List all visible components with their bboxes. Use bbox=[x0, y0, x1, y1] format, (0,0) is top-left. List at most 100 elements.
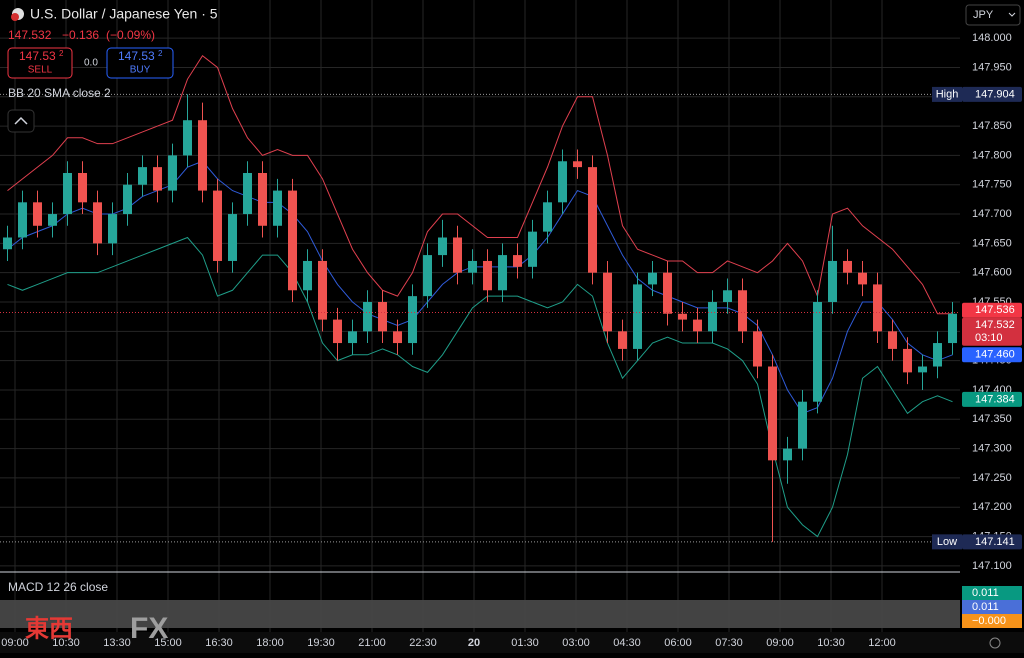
plot bbox=[0, 54, 960, 543]
y-tick-label: 147.600 bbox=[972, 267, 1012, 279]
y-tick-label: 147.800 bbox=[972, 149, 1012, 161]
change: −0.136 bbox=[62, 28, 99, 42]
candle-body bbox=[843, 260, 852, 273]
candle-body bbox=[798, 401, 807, 449]
buy-pip: 2 bbox=[158, 49, 163, 58]
price-badge-label: 147.460 bbox=[975, 349, 1015, 361]
candle-body bbox=[828, 260, 837, 303]
currency-button[interactable] bbox=[965, 4, 1021, 26]
candle-body bbox=[153, 167, 162, 191]
price-badge-label: 147.904 bbox=[975, 88, 1015, 100]
sell-pip: 2 bbox=[59, 49, 64, 58]
candle-body bbox=[423, 255, 432, 297]
overlay-band bbox=[0, 600, 960, 628]
x-tick-label: 20 bbox=[468, 637, 480, 649]
candle-body bbox=[858, 272, 867, 285]
candle-body bbox=[948, 313, 957, 344]
candle-body bbox=[663, 272, 672, 314]
candle-body bbox=[513, 255, 522, 267]
candle-body bbox=[438, 237, 447, 256]
x-tick-label: 18:00 bbox=[256, 637, 284, 649]
candle-body bbox=[303, 260, 312, 291]
countdown: 03:10 bbox=[975, 332, 1003, 344]
buy-label: BUY bbox=[130, 65, 151, 76]
price-name: Low bbox=[937, 536, 957, 548]
macd-badge bbox=[962, 586, 1022, 600]
candle-body bbox=[333, 319, 342, 344]
candle-body bbox=[33, 202, 42, 226]
chevron-icon bbox=[14, 116, 28, 125]
candle-body bbox=[588, 167, 597, 273]
candle-body bbox=[723, 290, 732, 303]
candle-body bbox=[678, 313, 687, 320]
candle-body bbox=[273, 190, 282, 226]
watermark-right: FX bbox=[130, 612, 168, 645]
x-tick-label: 21:00 bbox=[358, 637, 386, 649]
price-badge bbox=[962, 317, 1022, 346]
sell-button[interactable] bbox=[7, 47, 73, 79]
candle-body bbox=[903, 348, 912, 373]
x-tick-label: 01:30 bbox=[511, 637, 539, 649]
candle-body bbox=[198, 120, 207, 191]
candle-body bbox=[753, 331, 762, 367]
x-tick-label: 10:30 bbox=[817, 637, 845, 649]
candle-body bbox=[918, 366, 927, 373]
watermark-left: 東西 bbox=[25, 615, 73, 642]
macd-title: MACD 12 26 close bbox=[8, 580, 108, 594]
candle-body bbox=[633, 284, 642, 349]
x-tick-label: 22:30 bbox=[409, 637, 437, 649]
x-tick-label: 03:00 bbox=[562, 637, 590, 649]
price-badge bbox=[962, 391, 1022, 407]
price-badge-label: 147.532 bbox=[975, 319, 1015, 331]
candle-body bbox=[573, 161, 582, 168]
macd-badge bbox=[962, 600, 1022, 614]
change-pct: (−0.09%) bbox=[106, 28, 155, 42]
collapse-button[interactable] bbox=[7, 109, 35, 133]
candle-body bbox=[558, 161, 567, 203]
candle-body bbox=[138, 167, 147, 185]
candle-body bbox=[618, 331, 627, 349]
time-axis bbox=[0, 632, 1024, 653]
candle-body bbox=[528, 231, 537, 267]
candle-body bbox=[738, 290, 747, 332]
flag-icon bbox=[11, 13, 19, 21]
x-tick-label: 13:30 bbox=[103, 637, 131, 649]
price-badge bbox=[962, 302, 1022, 318]
candle-body bbox=[393, 331, 402, 344]
x-tick-label: 09:00 bbox=[1, 637, 29, 649]
candle-body bbox=[888, 331, 897, 349]
candle-body bbox=[168, 155, 177, 191]
price-badge bbox=[962, 86, 1022, 102]
y-tick-label: 147.100 bbox=[972, 560, 1012, 572]
y-tick-label: 147.350 bbox=[972, 413, 1012, 425]
price-badge bbox=[962, 534, 1022, 550]
settings-icon[interactable] bbox=[989, 637, 1001, 649]
candle-body bbox=[18, 202, 27, 238]
candle-body bbox=[48, 214, 57, 226]
candle-body bbox=[348, 331, 357, 344]
candle-body bbox=[498, 255, 507, 291]
symbol-title: U.S. Dollar / Japanese Yen · 5 bbox=[30, 6, 218, 22]
last-price: 147.532 bbox=[8, 28, 52, 42]
x-tick-label: 19:30 bbox=[307, 637, 335, 649]
candle-body bbox=[183, 120, 192, 156]
price-name: High bbox=[936, 88, 959, 100]
price-name-badge bbox=[932, 86, 962, 102]
buy-button[interactable] bbox=[106, 47, 174, 79]
price-badge-label: 147.384 bbox=[975, 393, 1015, 405]
candle-body bbox=[93, 202, 102, 244]
candle-body bbox=[213, 190, 222, 261]
price-badge-label: 147.141 bbox=[975, 536, 1015, 548]
y-tick-label: 147.750 bbox=[972, 179, 1012, 191]
candle-body bbox=[243, 172, 252, 215]
candle-body bbox=[468, 260, 477, 273]
x-tick-label: 06:00 bbox=[664, 637, 692, 649]
y-tick-label: 147.300 bbox=[972, 443, 1012, 455]
macd-value: 0.011 bbox=[972, 601, 999, 613]
sell-label: SELL bbox=[28, 65, 53, 76]
y-tick-label: 147.850 bbox=[972, 120, 1012, 132]
band-line bbox=[7, 236, 953, 538]
price-name-badge bbox=[932, 534, 962, 550]
indicator-label: BB 20 SMA close 2 bbox=[8, 86, 111, 100]
